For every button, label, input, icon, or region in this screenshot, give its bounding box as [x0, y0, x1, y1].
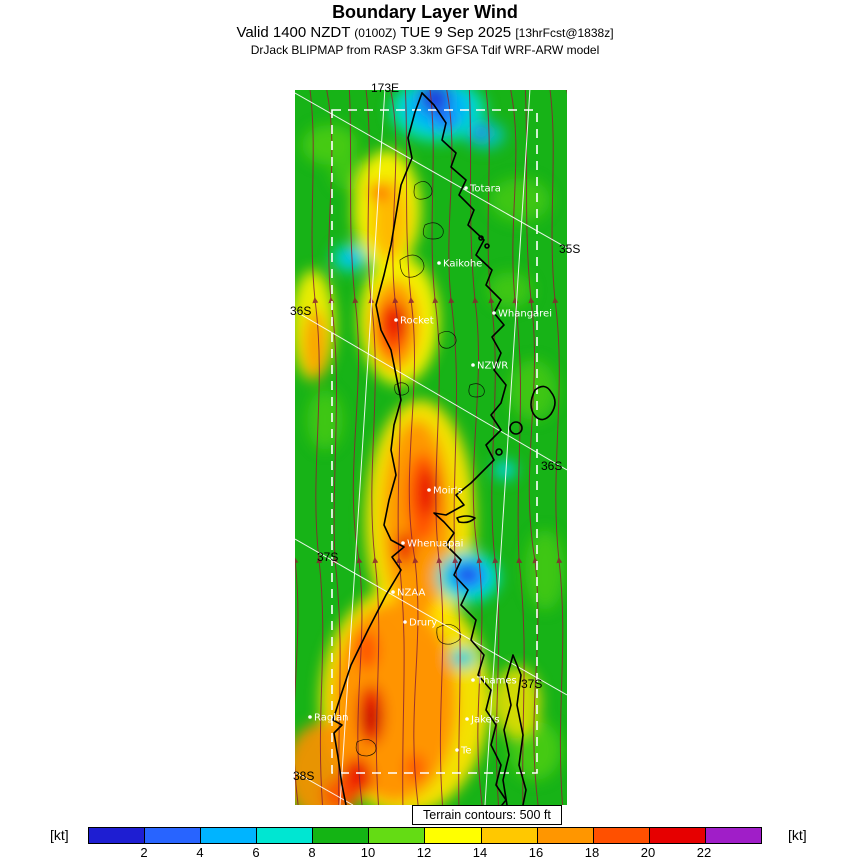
- station-label: Thames: [476, 676, 517, 687]
- stations-layer: Totara Kaikohe Whangarei Rocket NZWR Moir's Wh…: [308, 184, 552, 757]
- station-dot: [465, 717, 469, 721]
- coastline-layer: [332, 92, 556, 805]
- streamline: [348, 90, 363, 805]
- station-dot: [471, 363, 475, 367]
- station-label: NZWR: [477, 361, 508, 372]
- model-info-line: DrJack BLIPMAP from RASP 3.3km GFSA Tdif…: [250, 43, 600, 57]
- streamline: [390, 90, 405, 805]
- wind-map-svg: Totara Kaikohe Whangarei Rocket NZWR Moir's Wh…: [295, 90, 567, 805]
- valid-date: TUE 9 Sep 2025: [400, 24, 512, 41]
- valid-time-line: Valid 1400 NZDT (0100Z) TUE 9 Sep 2025 […: [0, 23, 850, 43]
- colorbar-segment: [649, 828, 706, 843]
- streamline: [309, 90, 324, 805]
- grid-label: 37S: [317, 550, 339, 564]
- colorbar-tick-label: 10: [360, 845, 376, 860]
- colorbar-tick-label: 16: [528, 845, 544, 860]
- grid-label: 38S: [293, 769, 315, 783]
- colorbar-segment: [705, 828, 761, 843]
- colorbar-tick-label: 14: [472, 845, 488, 860]
- colorbar-tick-label: 8: [308, 845, 316, 860]
- station-label: Drury: [409, 618, 437, 629]
- colorbar-unit-right: [kt]: [788, 827, 807, 843]
- grid-label: 36S: [290, 304, 312, 318]
- valid-time-utc: (0100Z): [354, 26, 397, 40]
- streamline: [549, 90, 564, 805]
- station-dot: [391, 590, 395, 594]
- colorbar-unit-left: [kt]: [50, 827, 69, 843]
- station-label: Te: [460, 746, 472, 757]
- colorbar: [88, 827, 762, 844]
- station-dot: [437, 261, 441, 265]
- station-dot: [492, 311, 496, 315]
- colorbar-segment: [481, 828, 538, 843]
- station-label: NZAA: [397, 588, 425, 599]
- station-dot: [455, 748, 459, 752]
- station-label: Whenuapai: [407, 539, 463, 550]
- station-label: Jake's: [470, 715, 500, 726]
- wind-map: Totara Kaikohe Whangarei Rocket NZWR Moir's Wh…: [295, 90, 567, 805]
- colorbar-tick-label: 22: [696, 845, 712, 860]
- streamline: [295, 297, 299, 805]
- streamline: [524, 90, 539, 805]
- grid-label: 173E: [371, 81, 400, 95]
- colorbar-segment: [201, 828, 258, 843]
- colorbar-segment: [257, 828, 314, 843]
- station-dot: [308, 715, 312, 719]
- colorbar-segment: [313, 828, 370, 843]
- station-label: Moir's: [433, 486, 463, 497]
- colorbar-tick-label: 2: [140, 845, 148, 860]
- streamline: [326, 90, 341, 805]
- grid-label: 36S: [541, 459, 563, 473]
- grid-label: 37S: [521, 677, 543, 691]
- station-label: Kaikohe: [443, 259, 482, 270]
- station-dot: [401, 541, 405, 545]
- terrain-note-box: Terrain contours: 500 ft: [412, 805, 562, 825]
- colorbar-segment: [369, 828, 426, 843]
- graticule-layer: [295, 90, 567, 805]
- station-label: Raglan: [314, 713, 348, 724]
- forecast-hour: [13hrFcst@1838z]: [515, 26, 614, 40]
- streamline: [429, 90, 444, 805]
- streamlines-layer: [295, 90, 567, 805]
- station-dot: [471, 678, 475, 682]
- terrain-contours-layer: [355, 181, 485, 757]
- colorbar-tick-label: 4: [196, 845, 204, 860]
- page-title: Boundary Layer Wind: [332, 2, 518, 22]
- valid-time-main: Valid 1400 NZDT: [236, 24, 351, 41]
- streamline: [365, 90, 380, 805]
- colorbar-segment: [593, 828, 650, 843]
- station-label: Totara: [469, 184, 501, 195]
- station-dot: [394, 318, 398, 322]
- station-dot: [403, 620, 407, 624]
- colorbar-ticks: 2 4 6 8 10 12 14 16 18 20 22: [88, 845, 760, 860]
- domain-boundary-box: [331, 109, 538, 774]
- streamline: [468, 90, 483, 805]
- colorbar-tick-label: 18: [584, 845, 600, 860]
- streamline: [510, 90, 525, 805]
- station-dot: [464, 186, 468, 190]
- station-dot: [427, 488, 431, 492]
- colorbar-segment: [425, 828, 482, 843]
- colorbar-tick-label: 6: [252, 845, 260, 860]
- colorbar-tick-label: 12: [416, 845, 432, 860]
- station-label: Rocket: [400, 316, 434, 327]
- station-label: Whangarei: [498, 309, 552, 320]
- colorbar-segment: [145, 828, 202, 843]
- streamline: [446, 90, 461, 805]
- colorbar-tick-label: 20: [640, 845, 656, 860]
- header: Boundary Layer Wind Valid 1400 NZDT (010…: [0, 2, 850, 58]
- colorbar-segment: [89, 828, 146, 843]
- streamline: [404, 90, 419, 805]
- grid-label: 35S: [559, 242, 581, 256]
- colorbar-segment: [537, 828, 594, 843]
